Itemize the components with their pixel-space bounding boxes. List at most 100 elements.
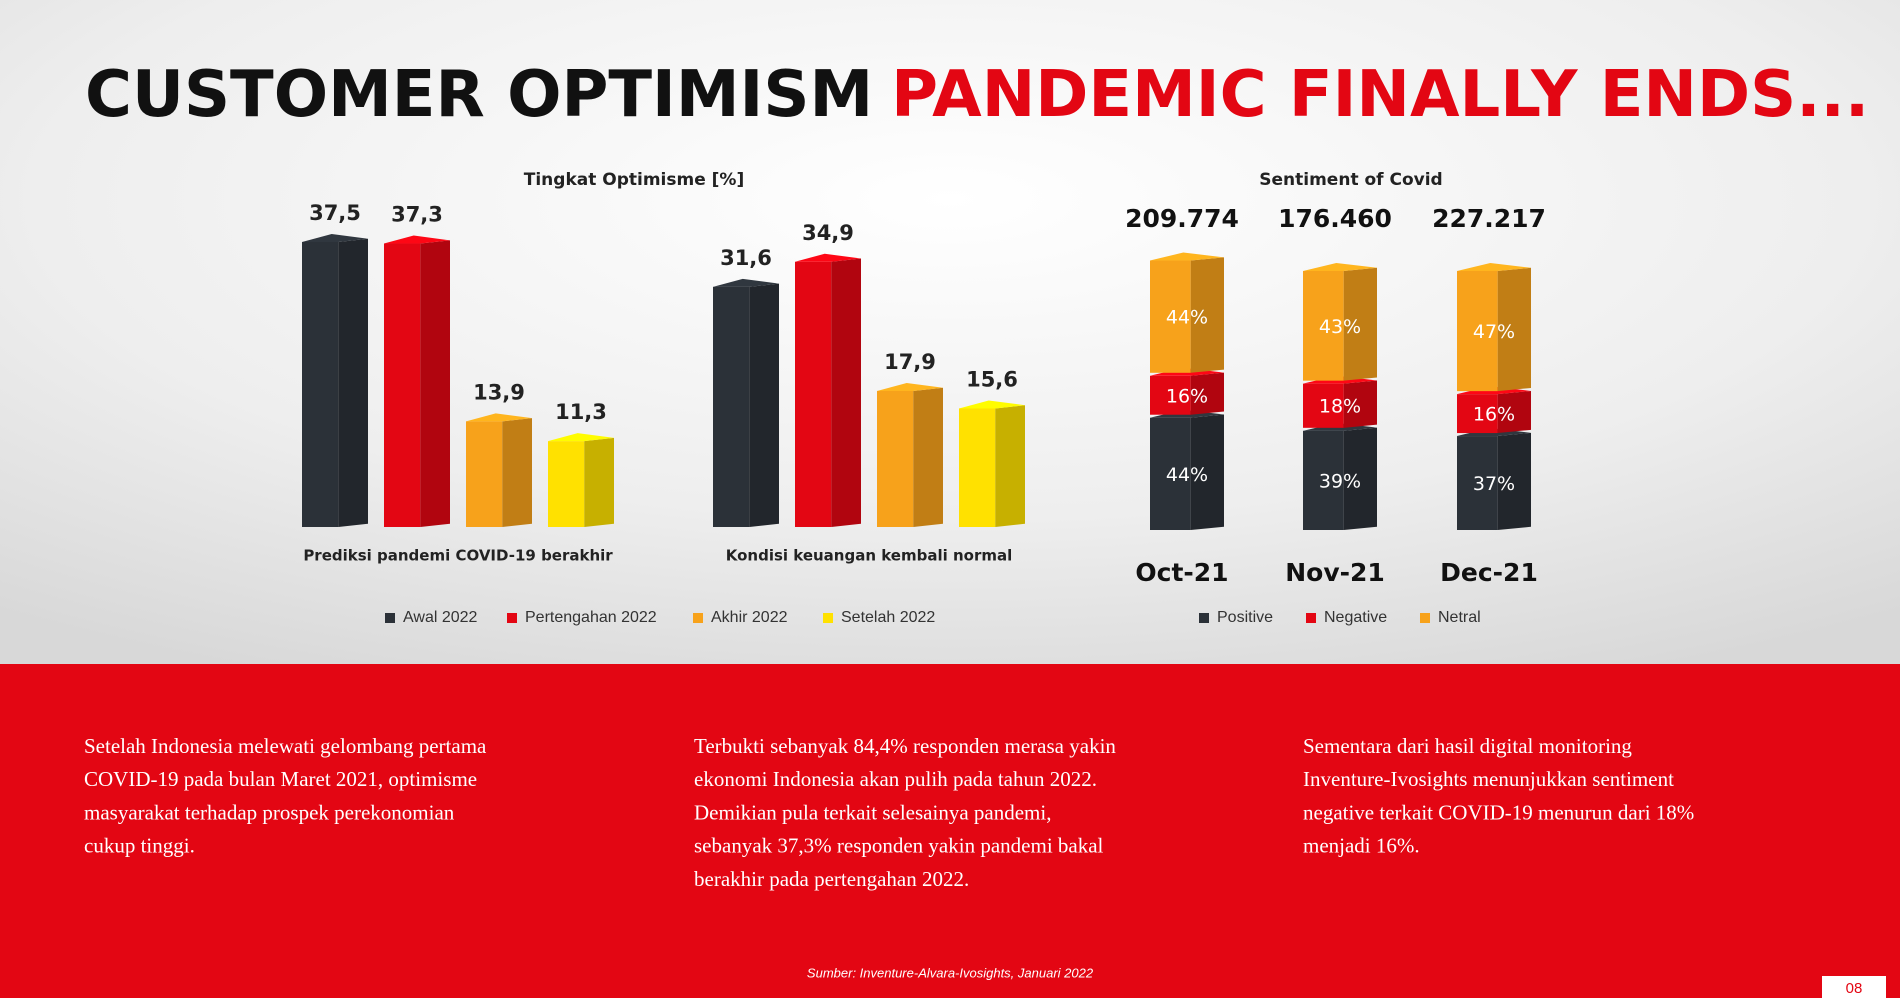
total-label: 227.217: [1432, 204, 1546, 233]
legend-label: Setelah 2022: [841, 609, 935, 626]
bar-front: [713, 286, 750, 527]
bar-top: [877, 382, 943, 391]
total-label: 209.774: [1125, 204, 1239, 233]
page-number-box: [1822, 976, 1886, 998]
value-label: 13,9: [473, 380, 525, 404]
segment-label: 47%: [1473, 321, 1515, 343]
bar-front: [795, 261, 832, 527]
segment-label: 37%: [1473, 473, 1515, 495]
bar-front: [1150, 417, 1191, 530]
paragraph-line: COVID-19 pada bulan Maret 2021, optimism…: [84, 767, 477, 791]
bar-side: [1343, 267, 1377, 381]
bar-front: [466, 421, 503, 527]
bar-side: [749, 283, 779, 527]
bar-top: [959, 400, 1025, 409]
bar-front: [302, 242, 339, 527]
legend-swatch: [507, 613, 517, 623]
title: CUSTOMER OPTIMISM PANDEMIC FINALLY ENDS..…: [85, 58, 1869, 132]
bar-side: [1343, 380, 1377, 428]
paragraph-line: Setelah Indonesia melewati gelombang per…: [84, 734, 487, 758]
bar-front: [1457, 271, 1498, 392]
title-red: PANDEMIC FINALLY ENDS...: [891, 58, 1869, 132]
bar-front: [384, 243, 421, 527]
footer-band: [0, 664, 1900, 998]
bar-side: [1497, 432, 1531, 530]
paragraph-line: negative terkait COVID-19 menurun dari 1…: [1303, 800, 1694, 824]
bar-side: [1497, 390, 1531, 434]
bar-front: [1150, 260, 1191, 373]
segment-label: 18%: [1319, 396, 1361, 418]
legend-swatch: [823, 613, 833, 623]
bar-front: [1457, 394, 1498, 434]
value-label: 15,6: [966, 367, 1018, 391]
bar-top: [1150, 252, 1224, 261]
bar-front: [548, 441, 585, 527]
bar-front: [1303, 271, 1344, 381]
bar-front: [1150, 375, 1191, 415]
bar-top: [795, 253, 861, 262]
bar-side: [831, 258, 861, 527]
page-number: 08: [1846, 980, 1863, 997]
segment-label: 39%: [1319, 470, 1361, 492]
paragraph-line: berakhir pada pertengahan 2022.: [694, 867, 969, 891]
bar-top: [384, 235, 450, 244]
value-label: 37,3: [391, 203, 443, 227]
bar-side: [1190, 372, 1224, 415]
value-label: 11,3: [555, 400, 607, 424]
segment-label: 44%: [1166, 464, 1208, 486]
bar-side: [995, 405, 1025, 527]
paragraph-line: masyarakat terhadap prospek perekonomian: [84, 800, 455, 824]
paragraph-line: cukup tinggi.: [84, 834, 195, 858]
legend-swatch: [693, 613, 703, 623]
bar-top: [466, 413, 532, 422]
bar-top: [548, 433, 614, 442]
bar-front: [1303, 383, 1344, 428]
category-label: Oct-21: [1135, 558, 1228, 587]
chart-title: Sentiment of Covid: [1259, 170, 1442, 190]
legend-label: Awal 2022: [403, 609, 478, 626]
legend-swatch: [385, 613, 395, 623]
paragraph-line: Demikian pula terkait selesainya pandemi…: [694, 800, 1051, 824]
bar-top: [1303, 263, 1377, 271]
paragraph-line: Sementara dari hasil digital monitoring: [1303, 734, 1632, 758]
paragraph-line: ekonomi Indonesia akan pulih pada tahun …: [694, 767, 1097, 791]
value-label: 31,6: [720, 246, 772, 270]
segment-label: 16%: [1166, 385, 1208, 407]
category-label: Nov-21: [1285, 558, 1385, 587]
bar-side: [420, 240, 450, 527]
bar-side: [913, 387, 943, 527]
bar-side: [1497, 267, 1531, 392]
value-label: 17,9: [884, 350, 936, 374]
segment-label: 16%: [1473, 404, 1515, 426]
paragraph-line: sebanyak 37,3% responden yakin pandemi b…: [694, 834, 1104, 858]
legend-swatch: [1199, 613, 1209, 623]
paragraph-line: menjadi 16%.: [1303, 834, 1420, 858]
bar-side: [1190, 414, 1224, 530]
bar-top: [713, 278, 779, 287]
legend-label: Netral: [1438, 609, 1481, 626]
bar-side: [1190, 257, 1224, 373]
bar-front: [959, 408, 996, 527]
category-label: Dec-21: [1440, 558, 1538, 587]
bar-top: [1457, 263, 1531, 271]
legend-label: Negative: [1324, 609, 1387, 626]
segment-label: 44%: [1166, 307, 1208, 329]
total-label: 176.460: [1278, 204, 1392, 233]
category-label: Prediksi pandemi COVID-19 berakhir: [303, 547, 613, 565]
value-label: 37,5: [309, 201, 361, 225]
legend-label: Pertengahan 2022: [525, 609, 657, 626]
bar-front: [1303, 430, 1344, 530]
bar-side: [584, 437, 614, 527]
legend-swatch: [1306, 613, 1316, 623]
paragraph-line: Terbukti sebanyak 84,4% responden merasa…: [694, 734, 1116, 758]
bar-front: [1457, 436, 1498, 530]
title-dark: CUSTOMER OPTIMISM: [85, 58, 873, 132]
bar-side: [1343, 427, 1377, 530]
bar-side: [338, 238, 368, 528]
bar-side: [502, 418, 532, 527]
value-label: 34,9: [802, 221, 854, 245]
chart-title: Tingkat Optimisme [%]: [524, 170, 745, 190]
legend-label: Positive: [1217, 609, 1273, 626]
